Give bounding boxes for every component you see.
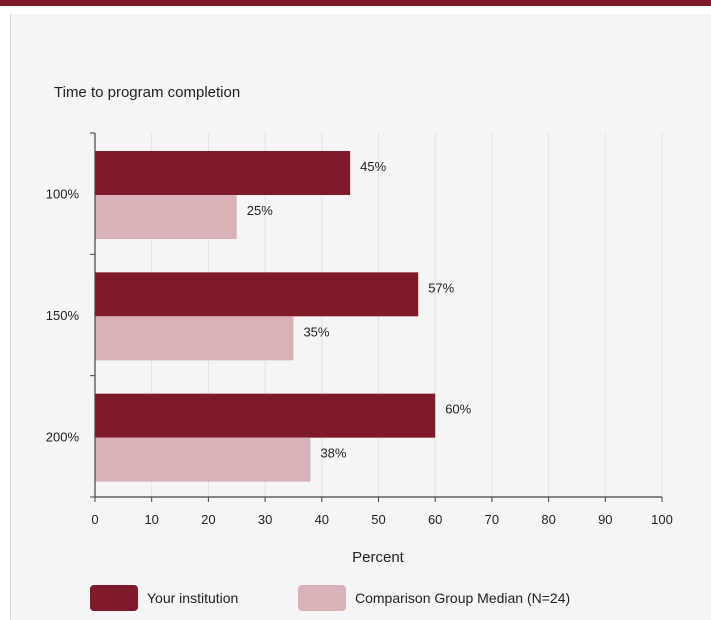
x-tick-label: 100 <box>651 512 673 527</box>
x-tick-label: 30 <box>258 512 272 527</box>
x-tick-label: 70 <box>485 512 499 527</box>
bars-group: 45% 25% 57% 35% 60% 38% <box>95 151 472 482</box>
x-tick-label: 80 <box>541 512 555 527</box>
bar[interactable] <box>95 437 311 482</box>
bar-chart: 45% 25% 57% 35% 60% 38% 0 10 20 30 40 50 60 70 80 90 10… <box>46 132 673 566</box>
data-label: 25% <box>247 203 273 218</box>
x-tick-label: 90 <box>598 512 612 527</box>
x-tick-label: 10 <box>144 512 158 527</box>
bar[interactable] <box>95 272 419 317</box>
x-tick-label: 50 <box>371 512 385 527</box>
y-tick-label: 150% <box>46 308 80 323</box>
x-tick-label: 0 <box>91 512 98 527</box>
chart-title: Time to program completion <box>54 84 241 101</box>
bar[interactable] <box>95 151 351 195</box>
x-tick-label: 40 <box>315 512 329 527</box>
bar[interactable] <box>95 393 436 438</box>
bar[interactable] <box>95 195 237 239</box>
legend-label-your-institution: Your institution <box>147 590 239 606</box>
data-label: 57% <box>428 280 454 295</box>
x-tick-label: 20 <box>201 512 215 527</box>
x-tick-label: 60 <box>428 512 442 527</box>
data-label: 38% <box>320 446 346 461</box>
data-label: 45% <box>360 159 386 174</box>
axes-group: 0 10 20 30 40 50 60 70 80 90 100 100% 150% 200% <box>46 132 673 527</box>
data-label: 60% <box>445 402 471 417</box>
legend: Your institution Comparison Group Median… <box>0 585 711 615</box>
legend-swatch-your-institution <box>90 585 138 611</box>
legend-label-comparison: Comparison Group Median (N=24) <box>355 590 571 606</box>
bar[interactable] <box>95 316 294 361</box>
legend-item-comparison[interactable]: Comparison Group Median (N=24) <box>298 585 570 611</box>
x-axis-title: Percent <box>352 549 405 566</box>
top-accent-bar <box>0 0 711 6</box>
legend-swatch-comparison <box>298 585 346 611</box>
y-tick-label: 200% <box>46 429 80 444</box>
data-label: 35% <box>303 324 329 339</box>
legend-item-your-institution[interactable]: Your institution <box>90 585 238 611</box>
y-tick-label: 100% <box>46 187 80 202</box>
